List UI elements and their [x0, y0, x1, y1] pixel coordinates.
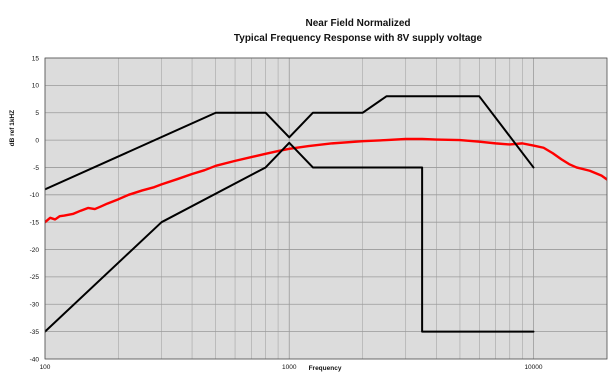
y-tick-label: -15 — [30, 219, 40, 226]
x-tick-label: 100 — [40, 364, 51, 371]
y-tick-label: -10 — [30, 192, 40, 199]
y-tick-label: 15 — [32, 55, 40, 62]
y-tick-label: -5 — [33, 165, 39, 172]
x-tick-label: 10000 — [524, 364, 542, 371]
upper-limit-line — [45, 95, 535, 191]
y-tick-label: 5 — [35, 110, 39, 117]
y-axis-label: dB ref 1kHZ — [9, 110, 16, 147]
y-tick-label: -40 — [30, 356, 40, 363]
chart-subtitle: Typical Frequency Response with 8V suppl… — [234, 33, 483, 44]
plot-border — [44, 57, 608, 360]
x-axis-label: Frequency — [309, 365, 342, 372]
series-layer — [45, 95, 607, 333]
y-tick-label: -20 — [30, 247, 40, 254]
plot-area — [45, 58, 607, 359]
y-tick-label: 10 — [32, 83, 40, 90]
chart-title: Near Field Normalized — [305, 18, 410, 29]
y-tick-label: -30 — [30, 302, 40, 309]
x-tick-label: 1000 — [282, 364, 297, 371]
lower-limit-line — [45, 141, 535, 333]
y-tick-label: -25 — [30, 274, 40, 281]
y-axis-ticks: -40 -35 -30 -25 -20 -15 -10 -5 0 5 10 15 — [30, 55, 40, 363]
y-tick-label: 0 — [35, 137, 39, 144]
response-line — [45, 137, 607, 224]
x-axis-ticks: 100 1000 10000 — [40, 364, 543, 371]
y-tick-label: -35 — [30, 329, 40, 336]
